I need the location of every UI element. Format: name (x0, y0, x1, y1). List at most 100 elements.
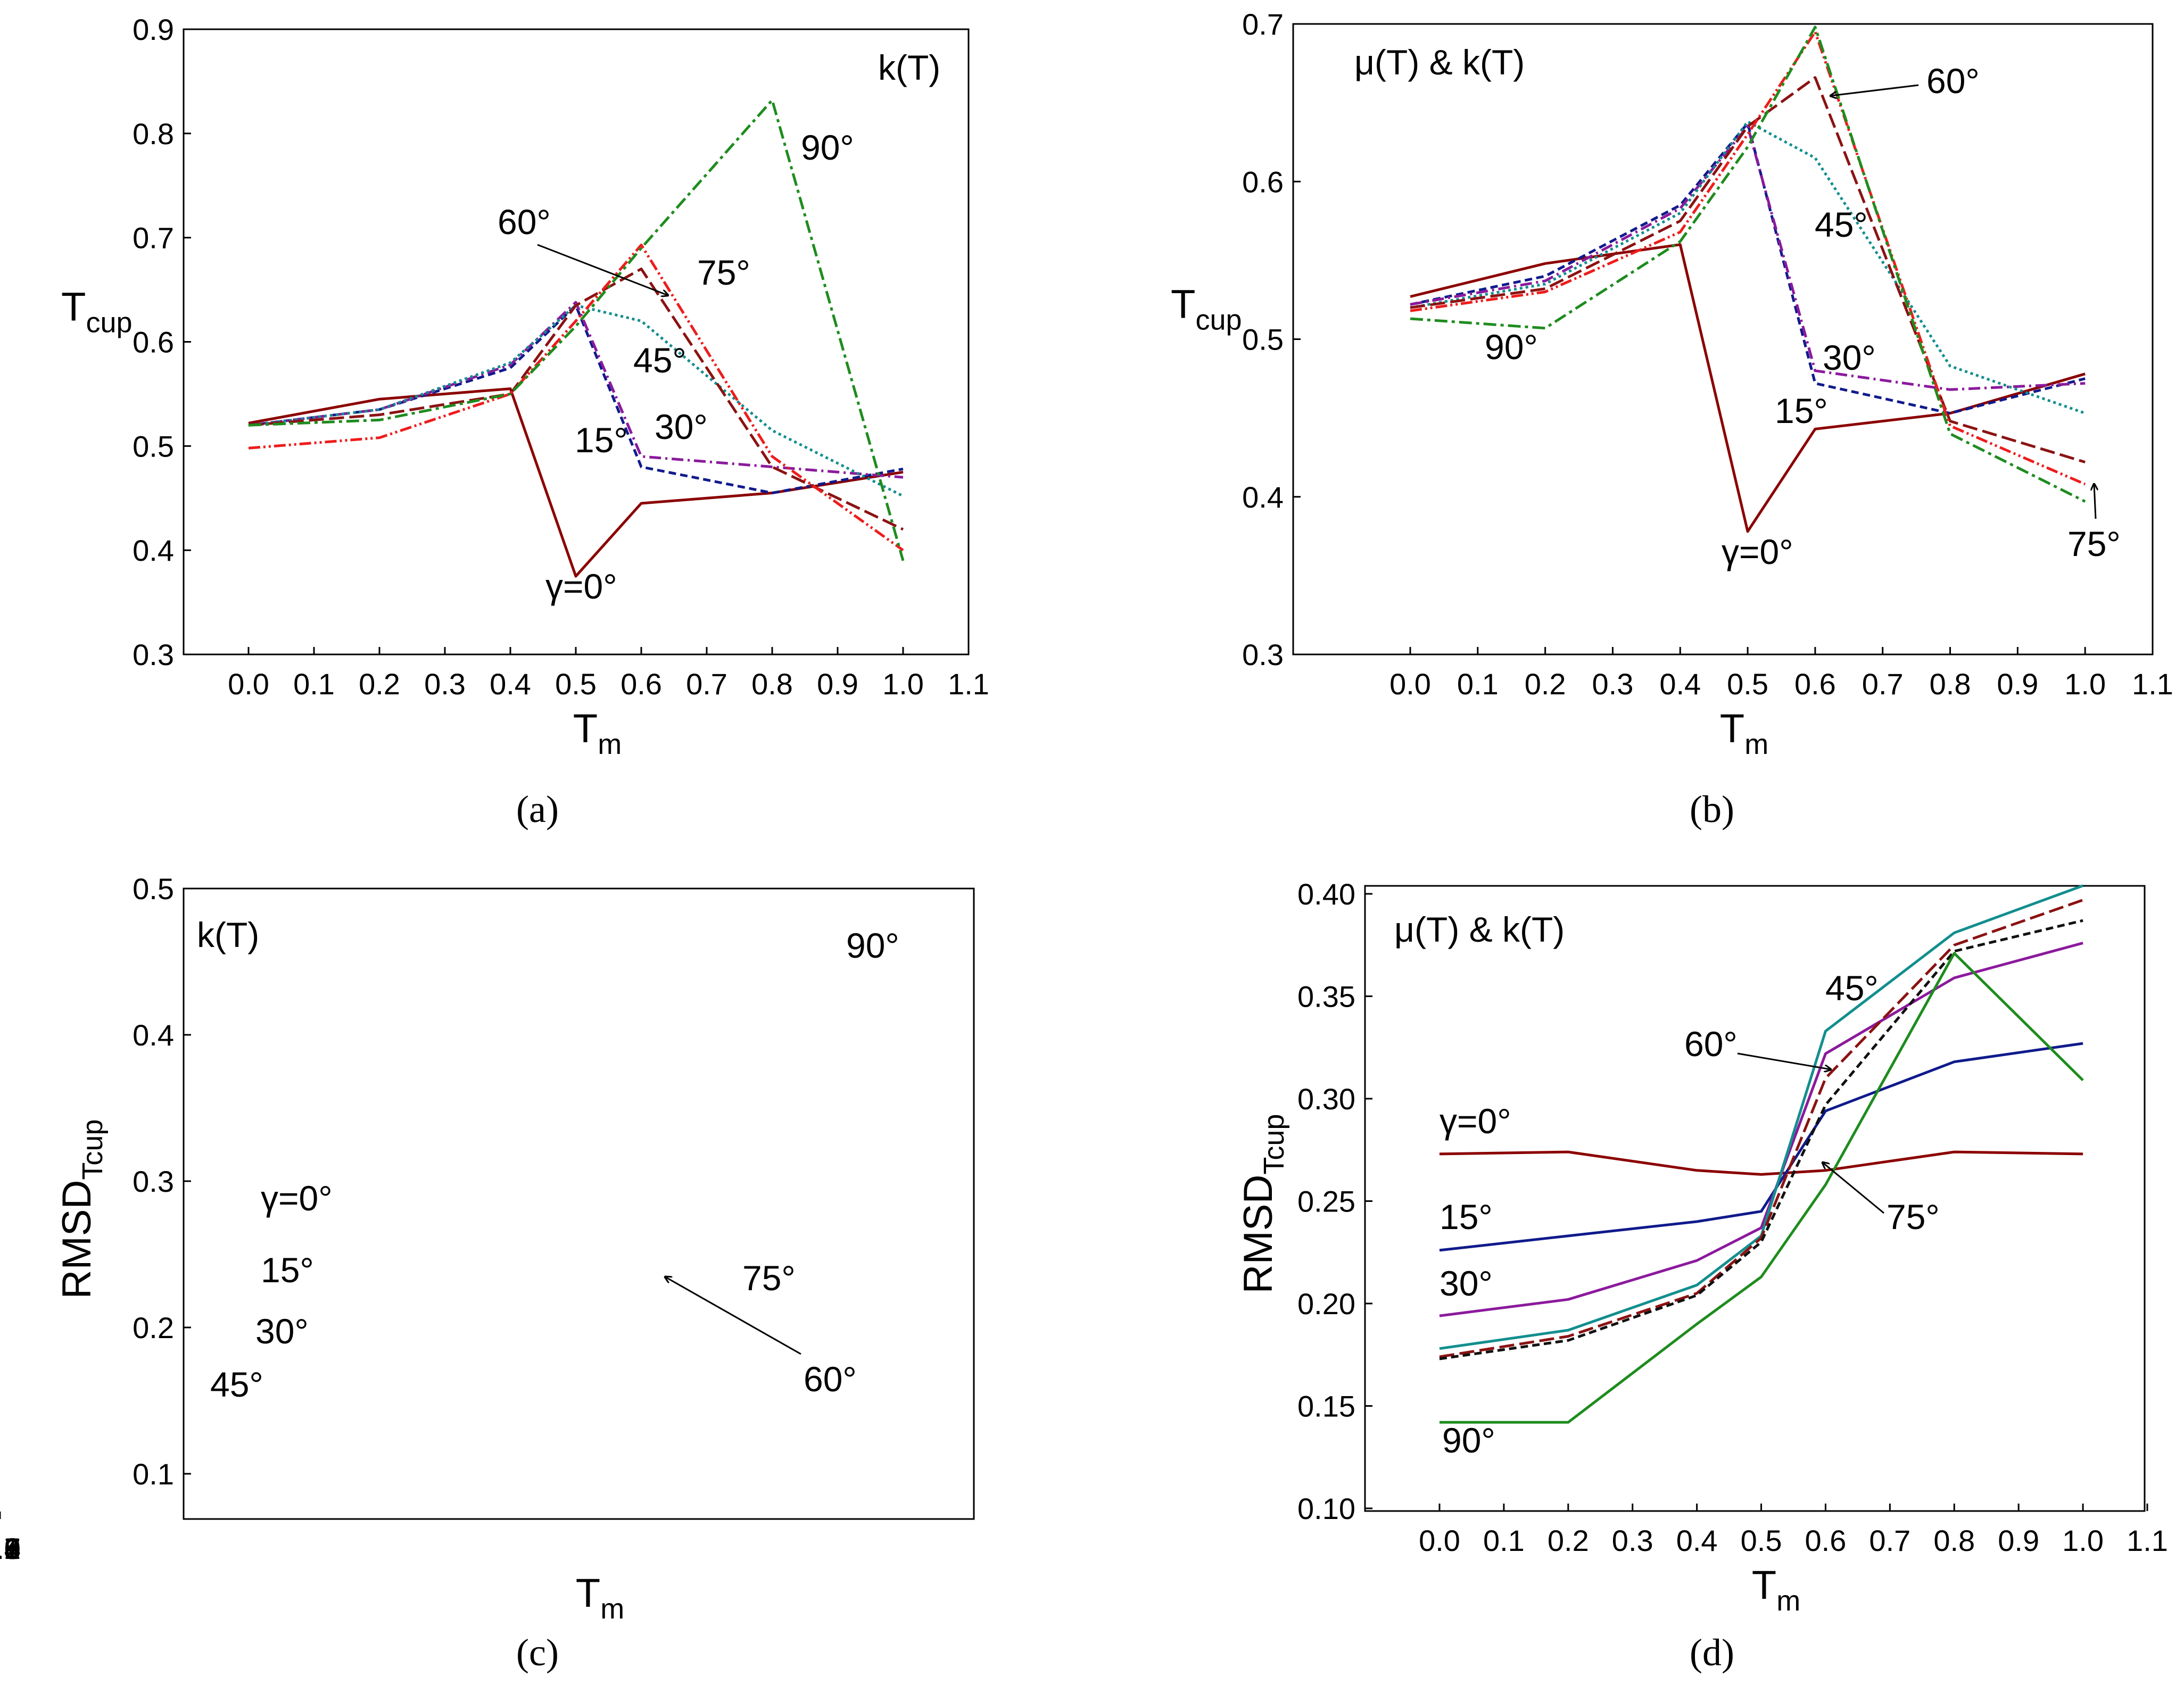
series-line-g15 (248, 304, 904, 494)
x-axis-label: Tm (573, 706, 622, 760)
series-line-gamma0 (1439, 1150, 2083, 1176)
series-label: γ=0° (261, 1178, 333, 1218)
x-tick-label: 0.6 (621, 667, 662, 701)
x-tick-label: 0.5 (1727, 667, 1768, 701)
series-label: 15° (261, 1250, 314, 1290)
series-label: 45° (633, 341, 686, 380)
x-tick-label: 0.3 (1592, 667, 1634, 701)
series-line-g15 (1410, 122, 2086, 415)
y-tick-label: 0.1 (133, 1457, 174, 1491)
x-tick-label: 0.2 (1525, 667, 1566, 701)
y-tick-label: 0.5 (133, 429, 174, 463)
model-annotation: μ(T) & k(T) (1354, 43, 1525, 82)
x-tick-label: 0.4 (0, 1532, 21, 1565)
y-tick-label: 0.3 (133, 638, 174, 671)
y-tick-label: 0.30 (1297, 1082, 1355, 1116)
y-tick-label: 0.10 (1297, 1492, 1355, 1525)
panel-label-c: (c) (516, 1631, 559, 1674)
series-line-g30 (248, 301, 904, 479)
x-tick-label: 0.2 (359, 667, 400, 701)
x-axis-label: Tm (1720, 706, 1768, 760)
x-tick-label: 0.4 (490, 667, 531, 701)
series-line-g60 (1439, 899, 2083, 1358)
label-arrow (1831, 84, 1919, 96)
y-tick-label: 0.7 (133, 221, 174, 255)
y-tick-label: 0.4 (1242, 480, 1284, 514)
series-line-g45 (1410, 120, 2086, 415)
panel-label-d: (d) (1690, 1631, 1734, 1674)
y-tick-label: 0.4 (133, 1018, 174, 1052)
series-label: 15° (1440, 1197, 1493, 1236)
series-label: γ=0° (1722, 532, 1793, 571)
x-tick-label: 0.7 (1869, 1524, 1910, 1557)
chart-d: 0.10 0.15 0.20 0.25 0.30 0.35 0.40 0.0 0.1 0.2 0.3… (1236, 877, 2168, 1617)
chart-b: 0.3 0.4 0.5 0.6 0.7 0.0 0.1 0.2 0.3 0.4 0.5 0.6 0.7 0… (1171, 7, 2173, 760)
series-label: 15° (1775, 391, 1828, 430)
series-label: 90° (1485, 327, 1538, 367)
label-arrow (1737, 1052, 1831, 1069)
x-tick-label: 0.5 (1741, 1524, 1782, 1557)
y-axis-label: RMSDTcup (54, 1119, 109, 1299)
series-line-g60 (248, 267, 904, 531)
x-tick-label: 0.5 (0, 1532, 21, 1565)
chart-a: 0.3 0.4 0.5 0.6 0.7 0.8 0.9 0.0 0.1 0.2 0.3 0.4 0.5 0… (61, 13, 989, 760)
series-label: 75° (2067, 524, 2121, 563)
x-tick-label: 0.0 (228, 667, 269, 701)
x-tick-label: 0.0 (1419, 1524, 1460, 1557)
series-label: 60° (1926, 61, 1980, 101)
series-line-g75 (248, 243, 904, 552)
x-tick-label: 0.3 (424, 667, 466, 701)
series-label: 45° (1815, 205, 1868, 244)
x-tick-label: 0.3 (0, 1532, 21, 1565)
y-tick-label: 0.15 (1297, 1390, 1355, 1423)
series-label: 75° (742, 1258, 796, 1298)
x-tick-label: 1.1 (2127, 1524, 2168, 1557)
x-tick-label: 1.0 (882, 667, 924, 701)
panel-label-a: (a) (516, 788, 559, 831)
panel-label-b: (b) (1690, 788, 1734, 831)
series-label: 90° (801, 128, 854, 167)
y-tick-label: 0.7 (1242, 7, 1284, 41)
y-tick-label: 0.35 (1297, 980, 1355, 1014)
x-tick-label: 0.7 (0, 1532, 21, 1565)
x-tick-label: 0.4 (1676, 1524, 1718, 1557)
series-label: γ=0° (545, 567, 617, 606)
plot-frame (1364, 885, 2146, 1512)
y-tick-label: 0.3 (1242, 638, 1284, 671)
x-tick-label: 0.8 (0, 1532, 21, 1565)
series-label: 60° (1684, 1024, 1738, 1064)
x-tick-label: 1.0 (0, 1532, 21, 1565)
y-tick-label: 0.3 (133, 1165, 174, 1198)
x-tick-label: 0.9 (0, 1532, 21, 1565)
x-tick-label: 0.1 (1457, 667, 1499, 701)
x-tick-label: 0.7 (686, 667, 727, 701)
y-tick-label: 0.8 (133, 117, 174, 151)
series-label: 75° (697, 253, 750, 292)
model-annotation: k(T) (197, 915, 259, 954)
series-label: 60° (498, 202, 551, 242)
series-line-g75 (1410, 30, 2086, 486)
x-tick-label: 1.0 (2064, 667, 2106, 701)
label-arrow (2094, 484, 2096, 519)
y-axis-label: Tcup (1171, 282, 1242, 336)
x-tick-label: 0.2 (0, 1532, 21, 1565)
x-tick-label: 0.8 (1930, 667, 1971, 701)
series-line-g45 (1439, 884, 2083, 1350)
y-tick-label: 0.2 (133, 1311, 174, 1344)
y-tick-label: 0.6 (1242, 165, 1284, 198)
series-label: 15° (575, 420, 628, 460)
label-arrow (537, 244, 668, 295)
chart-c: 0.10.20.30.40.50.00.10.20.30.40.50.60.70… (0, 872, 975, 1625)
series-line-g30 (1439, 941, 2083, 1317)
x-tick-label: 1.1 (2132, 667, 2173, 701)
label-arrow (665, 1277, 801, 1355)
x-tick-label: 0.6 (0, 1532, 21, 1565)
series-label: 90° (1442, 1421, 1495, 1460)
y-axis-label: Tcup (61, 285, 133, 339)
x-tick-label: 0.1 (1483, 1524, 1525, 1557)
series-label: 60° (804, 1359, 857, 1399)
model-annotation: μ(T) & k(T) (1394, 910, 1565, 949)
series-label: 45° (210, 1365, 263, 1404)
y-tick-label: 0.4 (133, 534, 174, 567)
